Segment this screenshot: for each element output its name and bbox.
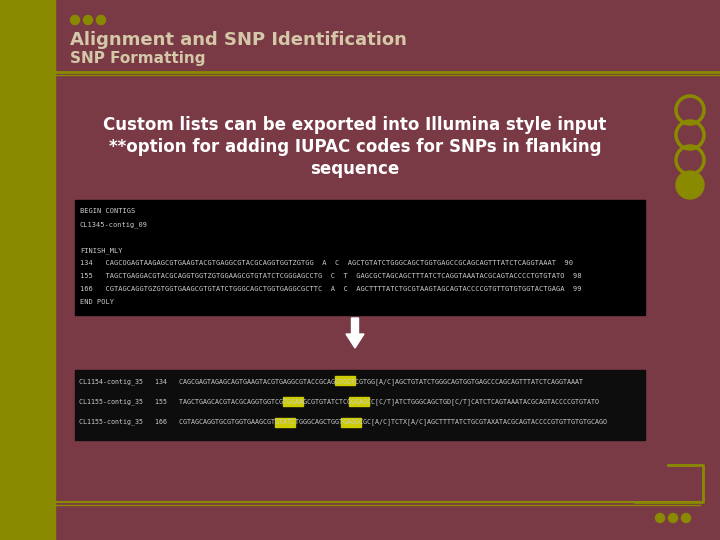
Circle shape <box>84 16 92 24</box>
Bar <box>0 0 55 540</box>
Text: BEGIN CONTIGS: BEGIN CONTIGS <box>80 208 135 214</box>
Text: CL1154-contig_35   134   CAGCGAGTAGAGCAGTGAAGTACGTGAGGCGTACCGCAGGTGGTCGTGG[A/C]A: CL1154-contig_35 134 CAGCGAGTAGAGCAGTGAA… <box>79 378 583 384</box>
Text: Custom lists can be exported into Illumina style input: Custom lists can be exported into Illumi… <box>103 116 607 134</box>
Text: CL1155-contig_35   166   CGTAGCAGGTGCGTGGTGAAGCGTGTATCTGGGCAGCTGGTGAGGCGC[A/C]TC: CL1155-contig_35 166 CGTAGCAGGTGCGTGGTGA… <box>79 418 607 425</box>
Bar <box>275 418 295 427</box>
Text: CL1345-contig_09: CL1345-contig_09 <box>80 221 148 228</box>
Bar <box>60 77 708 505</box>
Text: END POLY: END POLY <box>80 299 114 305</box>
Text: 155   TAGCTGAGGACGTACGCAGGTGGTZGTGGAAGCGTGTATCTCGGGAGCCTG  C  T  GAGCGCTAGCAGCTT: 155 TAGCTGAGGACGTACGCAGGTGGTZGTGGAAGCGTG… <box>80 273 582 279</box>
Bar <box>75 370 645 440</box>
Text: FINISH_MLY: FINISH_MLY <box>80 247 122 254</box>
Text: **option for adding IUPAC codes for SNPs in flanking: **option for adding IUPAC codes for SNPs… <box>109 138 601 156</box>
Circle shape <box>655 514 665 523</box>
Circle shape <box>668 514 678 523</box>
Circle shape <box>682 514 690 523</box>
Bar <box>335 376 355 385</box>
Bar <box>341 418 361 427</box>
Text: Alignment and SNP Identification: Alignment and SNP Identification <box>70 31 407 49</box>
Text: 166   CGTAGCAGGTGZGTGGTGAAGCGTGTATCTGGGCAGCTGGTGAGGCGCTTC  A  C  AGCTTTTATCTGCGT: 166 CGTAGCAGGTGZGTGGTGAAGCGTGTATCTGGGCAG… <box>80 286 582 292</box>
Text: sequence: sequence <box>310 160 400 178</box>
Circle shape <box>96 16 106 24</box>
Bar <box>349 397 369 406</box>
Text: SNP Formatting: SNP Formatting <box>70 51 205 66</box>
Bar <box>75 200 645 315</box>
Text: CL1155-contig_35   155   TAGCTGAGCACGTACGCAGGTGGTCGTGGAAGCGTGTATCTCGGGAGCC[C/T]A: CL1155-contig_35 155 TAGCTGAGCACGTACGCAG… <box>79 398 599 405</box>
Circle shape <box>676 171 704 199</box>
Bar <box>283 397 303 406</box>
FancyArrow shape <box>346 318 364 348</box>
Text: 134   CAGCOGAGTAAGAGCGTGAAGTACGTGAGGCGTACGCAGGTGGTZGTGG  A  C  AGCTGTATCTGGGCAGC: 134 CAGCOGAGTAAGAGCGTGAAGTACGTGAGGCGTACG… <box>80 260 573 266</box>
Circle shape <box>71 16 79 24</box>
